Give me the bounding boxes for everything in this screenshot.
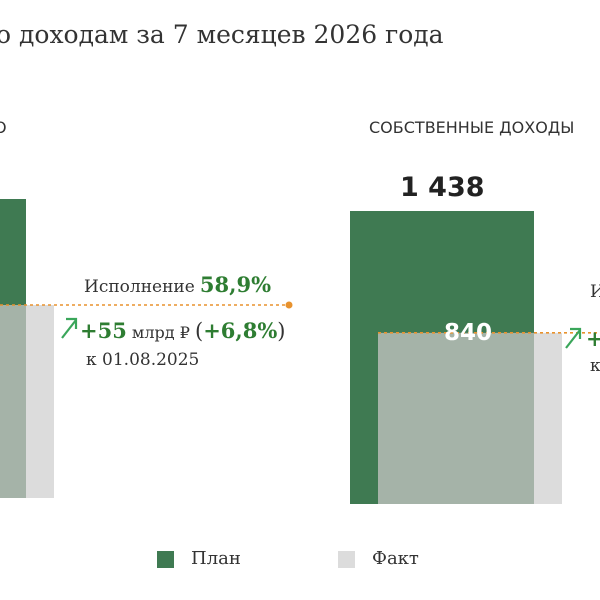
bar-fact-tail-total xyxy=(26,305,54,498)
legend-swatch-plan xyxy=(157,551,174,568)
arrow-up-right-icon xyxy=(61,317,78,339)
bar-fact-total xyxy=(0,305,26,498)
delta-paren-close: ) xyxy=(277,319,286,343)
bar-fact-tail-own-revenue xyxy=(534,332,562,504)
panel-title-total: О xyxy=(0,118,7,137)
delta-partial: + xyxy=(586,326,600,351)
delta-percent: +6,8% xyxy=(203,318,278,343)
comparison-date-total: к 01.08.2025 xyxy=(86,350,200,370)
delta-paren-open: ( xyxy=(194,319,204,343)
legend-label-plan: План xyxy=(191,548,241,569)
delta-unit: млрд ₽ xyxy=(131,323,190,342)
execution-dot-total xyxy=(285,301,293,309)
panel-title-own-revenue: СОБСТВЕННЫЕ ДОХОДЫ xyxy=(369,118,575,137)
legend-swatch-fact xyxy=(338,551,355,568)
chart-title: о доходам за 7 месяцев 2026 года xyxy=(0,20,444,49)
arrow-up-right-icon xyxy=(565,327,582,349)
execution-label: Исполнение xyxy=(84,277,195,297)
delta-value: +55 xyxy=(80,318,127,343)
bar-fact-own-revenue xyxy=(378,332,534,504)
delta-annotation-total: +55 млрд ₽ (+6,8%) xyxy=(80,318,285,343)
execution-value: 58,9% xyxy=(199,272,272,297)
bar-value-fact-own-revenue: 840 xyxy=(444,320,493,346)
execution-label-partial: И xyxy=(590,282,600,302)
execution-annotation-total: Исполнение 58,9% xyxy=(84,272,271,297)
legend-label-fact: Факт xyxy=(372,548,419,569)
bar-value-plan-own-revenue: 1 438 xyxy=(400,172,485,203)
comparison-date-partial: к xyxy=(590,356,600,376)
